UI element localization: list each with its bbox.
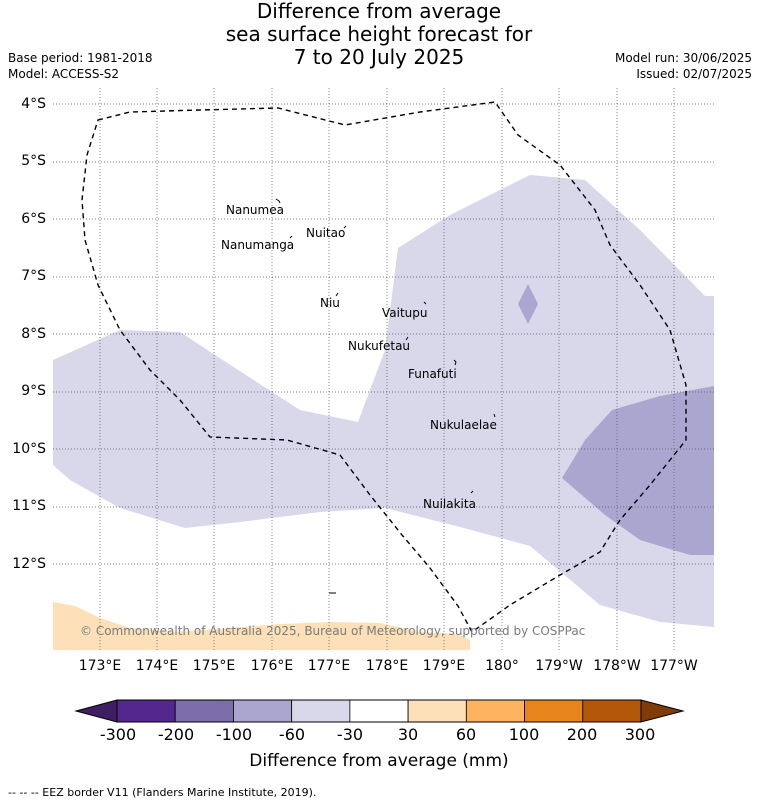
place-label-vaitupu: Vaitupu: [382, 306, 428, 320]
colorbar-high-extension: [640, 699, 685, 723]
eez-border: [81, 101, 687, 634]
island-markers: [275, 198, 496, 594]
lat-label: 11°S: [12, 498, 46, 514]
lon-label: 179°E: [422, 658, 466, 674]
title-line-3: 7 to 20 July 2025: [293, 45, 465, 69]
lon-label: 178°E: [365, 658, 409, 674]
colorbar-segment: [407, 699, 467, 723]
colorbar-tick-label: -100: [215, 725, 253, 744]
lon-label: 177°E: [307, 658, 351, 674]
colorbar-segment: [524, 699, 584, 723]
colorbar-segment: [116, 699, 176, 723]
lon-label: 174°E: [135, 658, 179, 674]
anomaly-region-mid-purple-east: [562, 386, 714, 555]
colorbar-tick-label: -30: [336, 725, 364, 744]
lat-label: 10°S: [12, 441, 46, 457]
colorbar-segment: [291, 699, 351, 723]
colorbar-segment: [174, 699, 234, 723]
anomaly-region-mid-purple-diamond: [518, 284, 538, 324]
base-period: Base period: 1981-2018: [8, 51, 153, 65]
model-name: Model: ACCESS-S2: [8, 67, 120, 81]
island-vaitupu: [423, 301, 427, 305]
colorbar-tick-label: 200: [566, 725, 598, 744]
lon-label: 176°E: [250, 658, 294, 674]
colorbar-tick-label: 60: [455, 725, 477, 744]
lon-label: 178°W: [593, 658, 641, 674]
lat-label: 6°S: [21, 211, 46, 227]
colorbar-segment: [349, 699, 409, 723]
lon-label: 180°: [485, 658, 519, 674]
lat-label: 9°S: [21, 383, 46, 399]
island-nukulaelae: [493, 413, 496, 418]
colorbar-low-extension: [74, 699, 118, 723]
colorbar-segment: [465, 699, 525, 723]
colorbar-tick-label: 30: [397, 725, 419, 744]
island-nukufetau: [405, 336, 409, 341]
lon-label: 177°W: [650, 658, 698, 674]
lon-label: 175°E: [192, 658, 236, 674]
place-label-nukufetau: Nukufetau: [348, 339, 411, 353]
island-niu: [335, 292, 339, 297]
lat-label: 4°S: [21, 96, 46, 112]
lon-label: 173°E: [78, 658, 122, 674]
colorbar-tick-label: 100: [508, 725, 540, 744]
lat-label: 7°S: [21, 268, 46, 284]
colorbar-segment: [233, 699, 293, 723]
place-label-nanumea: Nanumea: [226, 203, 284, 217]
place-label-funafuti: Funafuti: [408, 367, 457, 381]
lat-label: 5°S: [21, 153, 46, 169]
island-nanumea: [275, 198, 281, 204]
colorbar-tick-label: 300: [624, 725, 656, 744]
anomaly-region-light-purple: [53, 175, 714, 627]
island-nuilakita: [470, 490, 474, 494]
colorbar-segment: [582, 699, 642, 723]
colorbar-outline: [116, 699, 642, 723]
place-label-nuitao: Nuitao: [306, 226, 346, 240]
lon-label: 179°W: [535, 658, 583, 674]
colorbar-title: Difference from average (mm): [249, 751, 509, 771]
place-label-niu: Niu: [320, 296, 340, 310]
graticule: [53, 88, 714, 650]
island-nanumanga: [289, 235, 293, 239]
title-line-1: Difference from average: [256, 0, 502, 23]
colorbar-tick-label: -300: [99, 725, 137, 744]
lat-label: 12°S: [12, 556, 46, 572]
eez-legend-note: -- -- -- EEZ border V11 (Flanders Marine…: [8, 786, 317, 799]
place-label-nuilakita: Nuilakita: [423, 497, 476, 511]
place-label-nukulaelae: Nukulaelae: [430, 418, 497, 432]
colorbar-tick-label: -200: [157, 725, 195, 744]
place-label-nanumanga: Nanumanga: [221, 238, 295, 252]
issued-date: Issued: 02/07/2025: [636, 67, 752, 81]
island-funafuti: [453, 359, 457, 366]
title-line-2: sea surface height forecast for: [225, 22, 533, 46]
colorbar-tick-label: -60: [278, 725, 306, 744]
sea-level-anomaly-fields: [53, 175, 714, 650]
colorbar: [74, 699, 685, 723]
model-run: Model run: 30/06/2025: [614, 51, 752, 65]
colorbar-segments: [116, 699, 642, 723]
island-nuitao: [343, 225, 347, 229]
copyright-notice: © Commonwealth of Australia 2025, Bureau…: [80, 624, 586, 638]
lat-label: 8°S: [21, 326, 46, 342]
